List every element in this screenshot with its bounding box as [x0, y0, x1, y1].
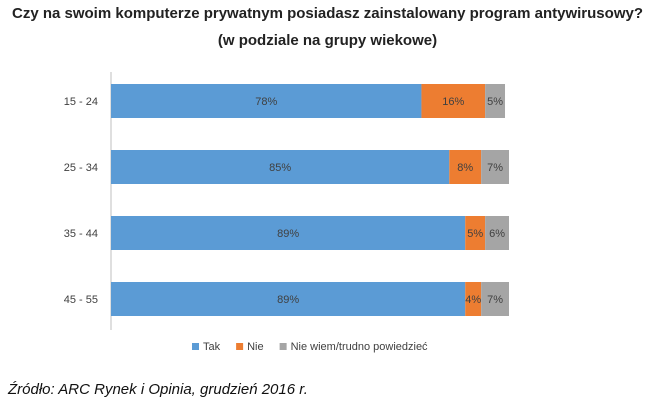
bar-nie-wiem-trudno-powiedzie-35-44 [485, 216, 509, 250]
legend-label-tak: Tak [203, 341, 221, 353]
bar-nie-25-34 [449, 150, 482, 184]
category-label-15-24: 15 - 24 [64, 96, 98, 108]
bar-tak-25-34 [111, 150, 450, 184]
data-label-tak-25-34: 85% [269, 162, 291, 174]
legend-label-nie: Nie [247, 341, 264, 353]
bar-tak-15-24 [111, 84, 422, 118]
legend-label-nie-wiem-trudno-powiedzie: Nie wiem/trudno powiedzieć [291, 341, 428, 353]
bar-nie-45-55 [465, 282, 482, 316]
data-label-nie-wiem-trudno-powiedzie-45-55: 7% [487, 294, 503, 306]
category-label-35-44: 35 - 44 [64, 228, 98, 240]
legend-swatch-nie-wiem-trudno-powiedzie [279, 343, 287, 350]
legend-swatch-nie [236, 343, 244, 350]
bar-nie-35-44 [465, 216, 486, 250]
category-label-45-55: 45 - 55 [64, 294, 98, 306]
chart-title: Czy na swoim komputerze prywatnym posiad… [12, 5, 643, 22]
data-label-nie-45-55: 4% [465, 294, 481, 306]
legend-swatch-tak [192, 343, 199, 350]
category-label-25-34: 25 - 34 [64, 162, 98, 174]
bar-nie-wiem-trudno-powiedzie-25-34 [481, 150, 509, 184]
data-label-nie-15-24: 16% [442, 96, 464, 108]
bar-nie-15-24 [421, 84, 486, 118]
data-label-nie-wiem-trudno-powiedzie-25-34: 7% [487, 162, 503, 174]
source-note: Źródło: ARC Rynek i Opinia, grudzień 201… [8, 381, 308, 398]
bar-tak-45-55 [111, 282, 466, 316]
bar-nie-wiem-trudno-powiedzie-45-55 [481, 282, 509, 316]
data-label-nie-25-34: 8% [457, 162, 473, 174]
chart-subtitle: (w podziale na grupy wiekowe) [217, 32, 438, 49]
bar-nie-wiem-trudno-powiedzie-15-24 [485, 84, 506, 118]
data-label-tak-35-44: 89% [277, 228, 299, 240]
data-label-tak-15-24: 78% [255, 96, 277, 108]
data-label-nie-35-44: 5% [467, 228, 483, 240]
data-label-nie-wiem-trudno-powiedzie-35-44: 6% [489, 228, 505, 240]
bar-tak-35-44 [111, 216, 466, 250]
data-label-tak-45-55: 89% [277, 294, 299, 306]
data-label-nie-wiem-trudno-powiedzie-15-24: 5% [487, 96, 503, 108]
